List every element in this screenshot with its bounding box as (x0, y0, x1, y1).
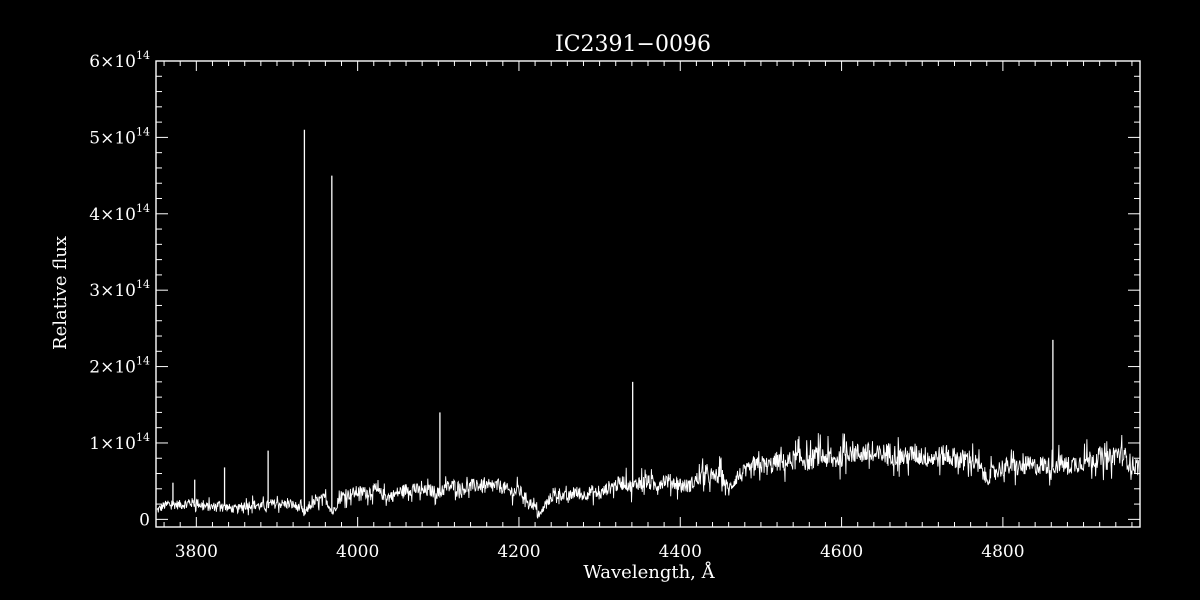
x-tick-label: 4600 (820, 542, 863, 562)
plot-border (155, 60, 1141, 528)
y-tick-label: 1×1014 (89, 431, 150, 454)
spectrum-line (156, 433, 1140, 519)
y-tick-exponent: 14 (136, 125, 150, 138)
y-tick-exponent: 14 (136, 49, 150, 62)
y-tick-exponent: 14 (136, 278, 150, 291)
y-tick-exponent: 14 (136, 431, 150, 444)
x-tick-label: 4400 (659, 542, 702, 562)
y-tick-label: 5×1014 (89, 125, 150, 148)
y-tick-exponent: 14 (136, 202, 150, 215)
y-tick-mantissa: 5×10 (89, 128, 136, 148)
y-tick-mantissa: 4×10 (89, 205, 136, 225)
chart-title: IC2391−0096 (555, 32, 711, 57)
y-tick-mantissa: 3×10 (89, 281, 136, 301)
y-tick-mantissa: 2×10 (89, 358, 136, 378)
plot-frame (155, 60, 1141, 528)
y-tick-label: 6×1014 (89, 49, 150, 72)
spectrum-series (156, 129, 1140, 519)
y-axis-label: Relative flux (50, 236, 71, 350)
x-tick-label: 3800 (175, 542, 218, 562)
y-tick-mantissa: 6×10 (89, 52, 136, 72)
x-tick-label: 4800 (981, 542, 1024, 562)
y-tick-label: 2×1014 (89, 355, 150, 378)
x-axis-label: Wavelength, Å (583, 561, 715, 583)
y-tick-mantissa: 0 (139, 510, 150, 530)
x-tick-label: 4200 (497, 542, 540, 562)
x-tick-label: 4000 (336, 542, 379, 562)
x-axis: 3800 4000 4200 4400 4600 4800 (163, 61, 1133, 562)
y-tick-label: 0 (139, 510, 150, 530)
y-tick-label: 3×1014 (89, 278, 150, 301)
y-tick-exponent: 14 (136, 355, 150, 368)
y-tick-label: 4×1014 (89, 202, 150, 225)
y-tick-mantissa: 1×10 (89, 434, 136, 454)
